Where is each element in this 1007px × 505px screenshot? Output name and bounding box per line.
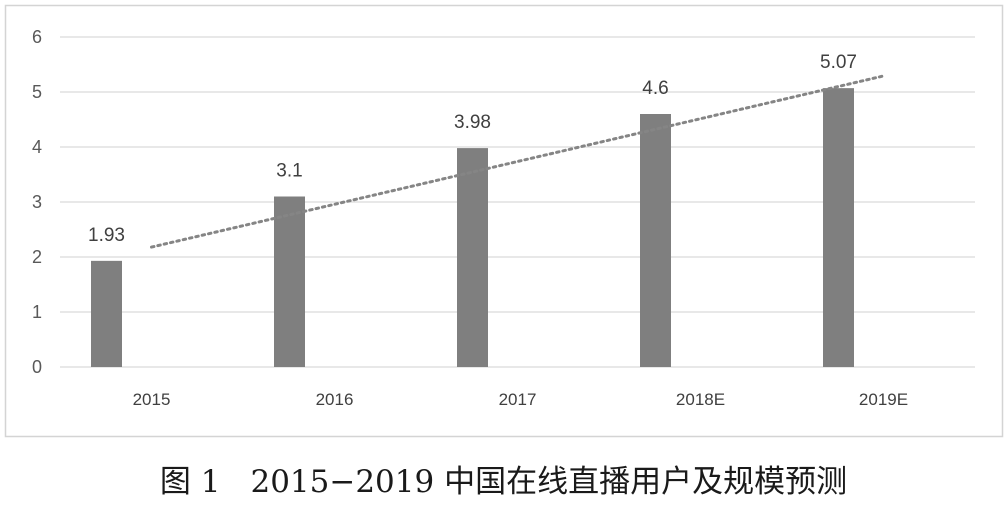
figure-caption: 图 1 2015−2019 中国在线直播用户及规模预测 bbox=[0, 462, 1007, 502]
figure-caption-text: 2015−2019 中国在线直播用户及规模预测 bbox=[250, 464, 848, 500]
data-labels: 1.93 3.1 3.98 4.6 5.07 bbox=[88, 52, 857, 246]
bar-2015 bbox=[91, 260, 122, 367]
bar-2019E bbox=[823, 88, 854, 368]
trendline bbox=[150, 74, 885, 249]
y-tick-label: 2 bbox=[32, 247, 42, 267]
x-tick-label-2016: 2016 bbox=[316, 390, 354, 409]
data-label-2017: 3.98 bbox=[454, 112, 491, 133]
x-tick-label-2015: 2015 bbox=[133, 390, 171, 409]
y-axis-tick-labels: 0 1 2 3 4 5 6 bbox=[32, 27, 42, 377]
gridlines bbox=[60, 36, 975, 368]
data-label-2016: 3.1 bbox=[276, 161, 302, 182]
bars bbox=[91, 88, 854, 368]
figure-number: 图 1 bbox=[159, 464, 221, 500]
y-tick-label: 0 bbox=[32, 357, 42, 377]
y-tick-label: 3 bbox=[32, 192, 42, 212]
data-label-2015: 1.93 bbox=[88, 225, 125, 246]
y-tick-label: 5 bbox=[32, 82, 42, 102]
y-tick-label: 4 bbox=[32, 137, 42, 157]
y-tick-label: 6 bbox=[32, 27, 42, 47]
y-tick-label: 1 bbox=[32, 302, 42, 322]
bar-2018E bbox=[640, 114, 671, 367]
x-tick-label-2019E: 2019E bbox=[859, 390, 908, 409]
trendline-layer bbox=[150, 74, 885, 249]
bar-2017 bbox=[457, 148, 488, 367]
x-axis-tick-labels: 2015 2016 2017 2018E 2019E bbox=[133, 390, 909, 409]
data-label-2019E: 5.07 bbox=[820, 52, 857, 73]
x-tick-label-2018E: 2018E bbox=[676, 390, 725, 409]
bar-2016 bbox=[274, 196, 305, 367]
data-label-2018E: 4.6 bbox=[642, 78, 668, 99]
x-tick-label-2017: 2017 bbox=[499, 390, 537, 409]
